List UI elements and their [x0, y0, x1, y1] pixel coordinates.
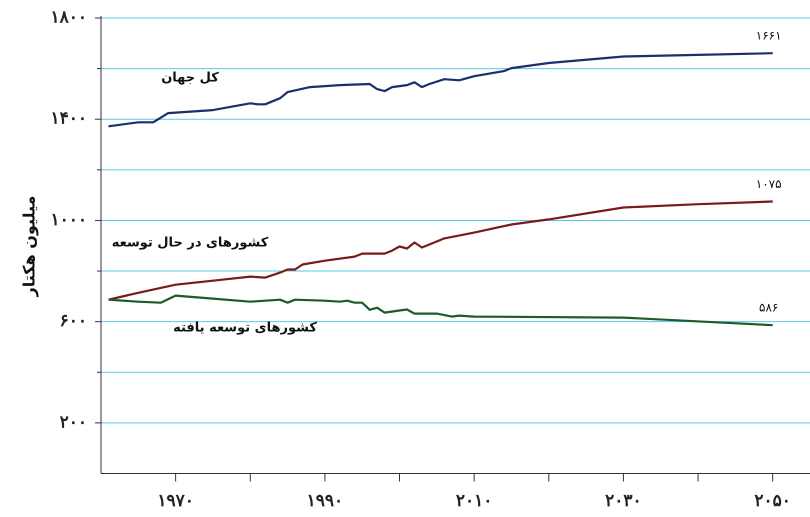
series-label: کشورهای در حال توسعه: [112, 236, 269, 251]
x-tick-label: ۱۹۷۰: [157, 491, 194, 511]
value-label: ۱۰۷۵: [756, 177, 782, 191]
series-line: [108, 294, 773, 327]
y-tick-label: ۶۰۰: [60, 311, 87, 331]
x-tick-label: ۲۰۳۰: [605, 491, 642, 511]
series-label: کشورهای توسعه یافته: [173, 321, 317, 336]
y-tick-label: ۲۰۰: [60, 412, 87, 432]
x-tick-label: ۲۰۱۰: [456, 491, 493, 511]
x-tick-label: ۱۹۹۰: [307, 491, 344, 511]
y-axis-label: میلیون هکتار: [20, 196, 39, 298]
x-tick-label: ۲۰۵۰: [754, 491, 791, 511]
series-line: [108, 52, 773, 128]
y-tick-label: ۱۴۰۰: [50, 109, 87, 129]
y-tick-label: ۱۸۰۰: [50, 8, 87, 28]
value-label: ۵۸۶: [759, 301, 778, 315]
y-tick-label: ۱۰۰۰: [50, 210, 87, 230]
series-label: کل جهان: [161, 71, 219, 86]
series-line: [108, 200, 773, 301]
value-label: ۱۶۶۱: [756, 29, 782, 43]
